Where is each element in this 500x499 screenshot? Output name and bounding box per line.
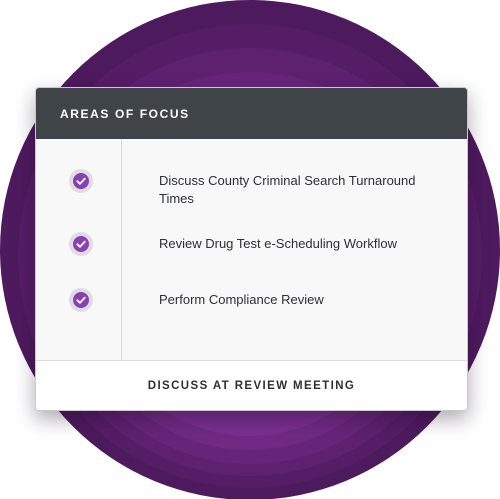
card-header: AREAS OF FOCUS xyxy=(36,88,467,139)
areas-of-focus-card: AREAS OF FOCUS Discuss County Criminal S… xyxy=(35,87,468,411)
check-circle-icon xyxy=(69,232,93,256)
check-circle-icon xyxy=(69,288,93,312)
focus-item-label: Perform Compliance Review xyxy=(159,292,324,307)
discuss-at-review-meeting-button[interactable]: DISCUSS AT REVIEW MEETING xyxy=(147,380,356,392)
column-divider xyxy=(121,139,122,360)
card-footer: DISCUSS AT REVIEW MEETING xyxy=(36,360,467,410)
check-circle-icon xyxy=(69,169,93,193)
focus-item-label: Review Drug Test e-Scheduling Workflow xyxy=(159,236,397,251)
card-title: AREAS OF FOCUS xyxy=(60,106,190,121)
card-body: Discuss County Criminal Search Turnaroun… xyxy=(36,139,467,360)
focus-item-label: Discuss County Criminal Search Turnaroun… xyxy=(159,173,416,206)
